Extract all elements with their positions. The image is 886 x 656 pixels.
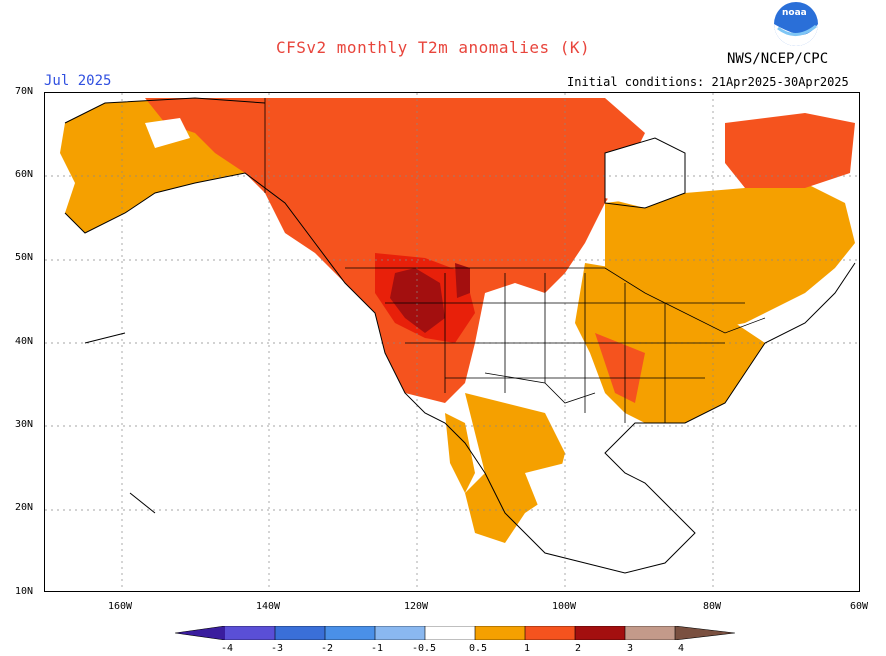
forecast-month: Jul 2025 bbox=[44, 73, 112, 89]
initial-conditions: Initial conditions: 21Apr2025-30Apr2025 bbox=[567, 75, 849, 89]
cbar-label-m1: -1 bbox=[371, 643, 384, 654]
noaa-logo-text: noaa bbox=[782, 8, 807, 18]
lon-label-80w: 80W bbox=[703, 601, 722, 612]
cbar-label-m4: -4 bbox=[221, 643, 234, 654]
map-canvas bbox=[45, 93, 859, 591]
anomaly-maroon-regions bbox=[390, 263, 470, 333]
cbar-label-m3: -3 bbox=[271, 643, 284, 654]
lat-label-50n: 50N bbox=[15, 252, 34, 263]
anomaly-redorange-regions bbox=[145, 98, 855, 403]
colorbar bbox=[175, 626, 735, 640]
lon-label-100w: 100W bbox=[552, 601, 577, 612]
lon-label-120w: 120W bbox=[404, 601, 429, 612]
cbar-label-m05: -0.5 bbox=[412, 643, 437, 654]
cbar-label-05: 0.5 bbox=[469, 643, 488, 654]
noaa-logo bbox=[774, 2, 818, 46]
lon-label-160w: 160W bbox=[108, 601, 133, 612]
lon-label-140w: 140W bbox=[256, 601, 281, 612]
lat-label-30n: 30N bbox=[15, 419, 34, 430]
anomaly-map bbox=[44, 92, 860, 592]
lat-label-40n: 40N bbox=[15, 336, 34, 347]
coastlines bbox=[64, 97, 856, 574]
lat-label-70n: 70N bbox=[15, 86, 34, 97]
lon-label-60w: 60W bbox=[850, 601, 869, 612]
cbar-label-3: 3 bbox=[627, 643, 634, 654]
cbar-label-1: 1 bbox=[524, 643, 531, 654]
lat-label-10n: 10N bbox=[15, 586, 34, 597]
lat-label-20n: 20N bbox=[15, 502, 34, 513]
agency-label: NWS/NCEP/CPC bbox=[727, 51, 829, 67]
cbar-label-m2: -2 bbox=[321, 643, 334, 654]
cbar-label-2: 2 bbox=[575, 643, 582, 654]
map-title: CFSv2 monthly T2m anomalies (K) bbox=[276, 38, 591, 57]
cbar-label-4: 4 bbox=[678, 643, 685, 654]
political-borders bbox=[264, 98, 766, 423]
lat-label-60n: 60N bbox=[15, 169, 34, 180]
